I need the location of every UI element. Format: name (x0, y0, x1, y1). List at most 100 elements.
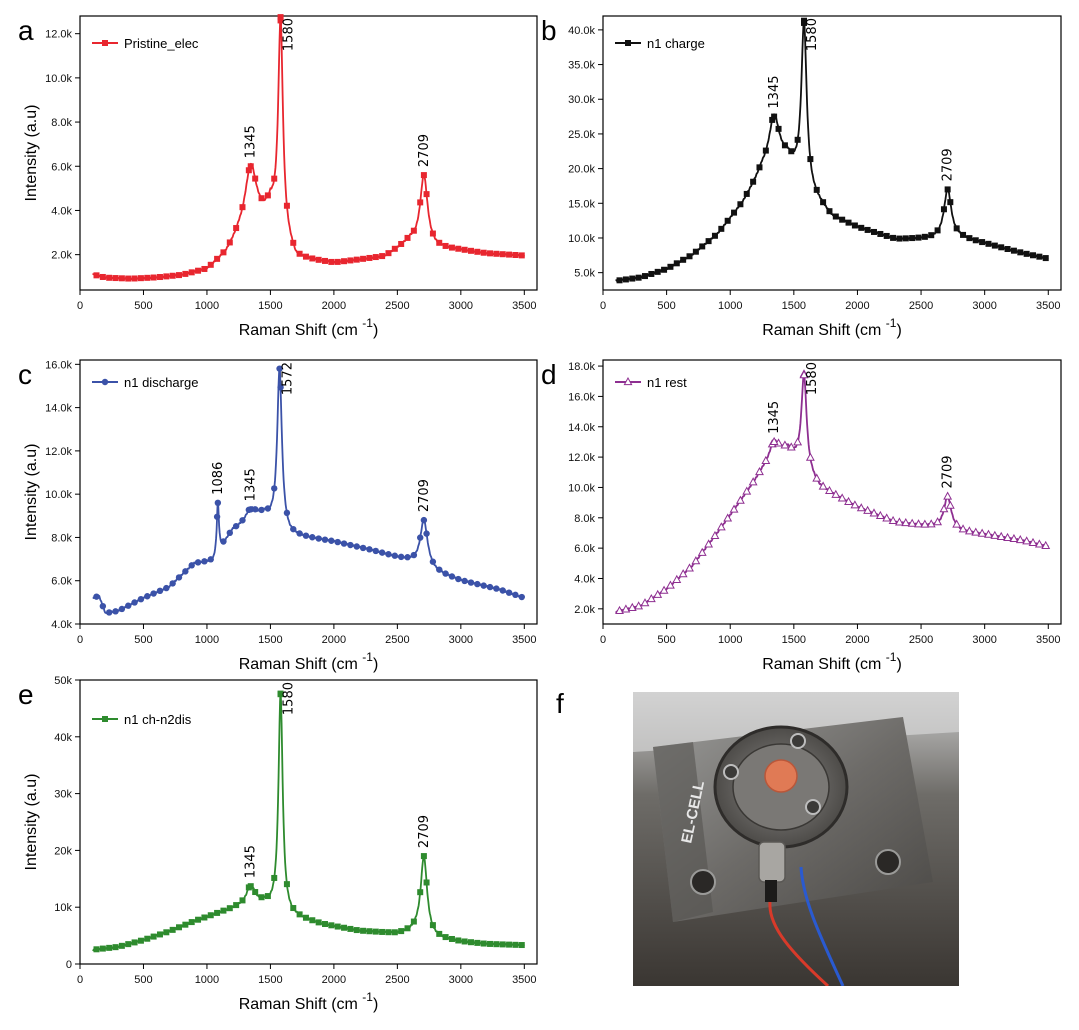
legend-b: n1 charge (615, 36, 705, 51)
data-point (417, 534, 424, 541)
y-tick-label: 8.0k (574, 513, 595, 525)
data-point (334, 538, 341, 546)
data-point (239, 517, 246, 524)
el-cell-photo: EL-CELL (633, 692, 959, 986)
data-point (296, 250, 303, 257)
y-tick-label: 12.0k (45, 29, 72, 41)
x-tick-label: 2500 (909, 300, 933, 312)
data-point (353, 256, 360, 263)
data-point (251, 506, 259, 513)
data-point (353, 927, 360, 934)
peak-point (247, 883, 254, 890)
data-point (780, 440, 790, 449)
data-point (718, 225, 725, 232)
data-point (131, 939, 138, 946)
data-point (1009, 533, 1019, 543)
y-tick-label: 0 (66, 959, 72, 971)
data-point (112, 608, 119, 615)
data-point (455, 575, 462, 583)
data-point (378, 549, 386, 556)
data-point (144, 274, 151, 281)
y-tick-label: 4.0k (51, 205, 72, 217)
data-point (404, 925, 411, 932)
data-point (182, 921, 189, 928)
data-point (258, 506, 265, 514)
y-axis-title: Intensity (a.u) (23, 105, 40, 202)
data-point (195, 916, 202, 923)
data-point (480, 249, 487, 256)
data-point (429, 230, 436, 237)
data-point (436, 239, 443, 246)
data-point (264, 505, 272, 512)
data-point (309, 534, 316, 541)
data-point (252, 175, 259, 182)
x-tick-label: 500 (134, 300, 152, 312)
data-point (1036, 253, 1043, 260)
data-point (474, 580, 481, 588)
data-point (417, 889, 424, 896)
y-tick-label: 25.0k (568, 129, 595, 141)
data-point (137, 937, 144, 944)
data-point (302, 532, 310, 539)
peak-label: 1345 (244, 125, 259, 158)
data-point (890, 234, 897, 241)
data-point (979, 239, 986, 246)
data-point (144, 593, 151, 600)
data-point (271, 175, 278, 182)
data-point (499, 941, 506, 948)
peak-point (799, 370, 809, 379)
data-point (156, 274, 163, 281)
data-point (150, 933, 157, 940)
data-point (322, 257, 329, 264)
data-point (680, 256, 687, 263)
peak-label: 1580 (805, 18, 820, 51)
y-tick-label: 10.0k (568, 482, 595, 494)
data-point (686, 253, 693, 260)
y-tick-label: 35.0k (568, 60, 595, 72)
data-point (359, 544, 367, 552)
y-tick-label: 8.0k (51, 117, 72, 129)
data-point (423, 191, 430, 198)
data-point (634, 601, 644, 610)
x-tick-label: 2500 (909, 634, 933, 646)
x-tick-label: 2000 (322, 974, 346, 986)
data-point (290, 905, 297, 912)
data-point (214, 255, 221, 262)
legend-marker (101, 378, 109, 386)
y-tick-label: 12.0k (45, 446, 72, 458)
data-point (372, 254, 379, 261)
legend-label: n1 ch-n2dis (124, 712, 192, 727)
data-point (1042, 255, 1049, 262)
x-tick-label: 2000 (845, 300, 869, 312)
data-point (723, 513, 733, 522)
data-point (699, 243, 706, 250)
peak-point (247, 163, 254, 170)
data-point (945, 500, 955, 509)
data-point (188, 562, 195, 569)
data-point (448, 935, 455, 942)
x-tick-label: 2500 (385, 300, 409, 312)
data-point (875, 510, 885, 519)
peak-label: 1345 (767, 75, 782, 108)
peak-label: 2709 (417, 815, 432, 848)
x-tick-label: 3000 (449, 300, 473, 312)
data-point (448, 573, 456, 580)
y-axis-title: Intensity (a.u) (23, 774, 40, 871)
data-point (487, 940, 494, 947)
data-point (455, 937, 462, 944)
data-point (915, 234, 922, 241)
data-point (360, 927, 367, 934)
data-point (201, 558, 208, 565)
data-point (226, 239, 233, 246)
y-tick-label: 6.0k (51, 161, 72, 173)
data-point (467, 579, 475, 586)
data-point (984, 529, 993, 538)
peak-label: 2709 (941, 455, 956, 488)
data-point (410, 918, 417, 925)
data-point (742, 486, 752, 495)
data-point (106, 274, 113, 281)
data-point (137, 595, 145, 603)
